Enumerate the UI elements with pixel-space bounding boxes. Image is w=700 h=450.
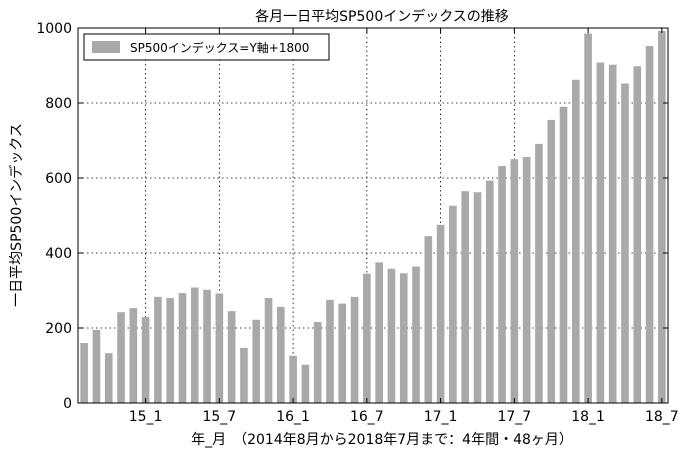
bar: [154, 296, 162, 403]
bar: [510, 159, 519, 403]
y-axis-label: 一日平均SP500インデックス: [8, 123, 25, 307]
bar: [117, 312, 125, 403]
bar: [190, 287, 199, 403]
bar: [412, 266, 420, 403]
x-tick-label: 17_1: [424, 409, 458, 425]
bar: [277, 307, 285, 403]
bar: [264, 298, 273, 403]
bar: [596, 62, 605, 403]
x-tick-label: 18_1: [571, 409, 605, 425]
bar: [178, 293, 187, 403]
y-tick-label: 200: [45, 321, 72, 337]
bar: [350, 296, 359, 403]
bar: [387, 268, 396, 403]
legend-box: [83, 33, 330, 61]
bar: [240, 347, 248, 403]
x-tick-label: 16_7: [350, 409, 384, 425]
bar: [584, 33, 592, 403]
bar: [129, 308, 138, 403]
legend-swatch: [92, 41, 120, 53]
bar: [166, 298, 174, 403]
bar: [498, 166, 506, 403]
bar: [80, 343, 88, 403]
bar: [633, 66, 642, 403]
y-tick-label: 800: [45, 96, 72, 112]
bar: [449, 205, 457, 403]
bar: [608, 64, 617, 403]
x-tick-label: 17_7: [497, 409, 531, 425]
axis-ticks: 0 200 400 600 800 1000 15_1 15_7 16_1 16_7 17_1 17_…: [36, 21, 678, 425]
bar: [559, 106, 568, 403]
bar: [301, 364, 310, 403]
bar: [104, 353, 113, 403]
bar: [658, 31, 666, 403]
bar: [621, 83, 629, 403]
bar: [572, 79, 580, 403]
bars: [80, 31, 666, 403]
chart-title: 各月一日平均SP500インデックスの推移: [255, 8, 509, 25]
y-tick-label: 400: [45, 246, 72, 262]
bar: [141, 317, 150, 403]
y-tick-label: 600: [45, 171, 72, 187]
bar: [313, 322, 322, 403]
bar: [399, 273, 408, 403]
bar: [363, 273, 371, 403]
bar: [645, 46, 654, 403]
bar: [227, 311, 236, 403]
bar: [289, 355, 297, 403]
bar: [473, 192, 482, 403]
bar: [92, 329, 101, 403]
x-axis-label: 年_月 （2014年8月から2018年7月まで：4年間・48ヶ月）: [191, 432, 573, 448]
bar: [424, 236, 433, 403]
x-tick-label: 16_1: [276, 409, 310, 425]
bar: [338, 303, 347, 403]
bar: [461, 191, 469, 403]
y-tick-label: 0: [63, 396, 72, 412]
grid-lines: [78, 28, 668, 403]
x-tick-label: 18_7: [645, 409, 679, 425]
bar: [535, 143, 543, 403]
bar: [522, 157, 531, 403]
bar: [215, 293, 224, 403]
legend: SP500インデックス=Y軸+1800: [83, 33, 330, 61]
bar: [252, 319, 261, 403]
bar: [326, 299, 334, 403]
bar: [203, 289, 211, 403]
bar: [485, 180, 494, 403]
plot-area-frame: [77, 27, 669, 404]
legend-label: SP500インデックス=Y軸+1800: [130, 40, 309, 55]
bar: [436, 224, 445, 403]
bar: [375, 262, 383, 403]
x-tick-label: 15_1: [129, 409, 163, 425]
x-tick-label: 15_7: [202, 409, 236, 425]
bar: [547, 119, 556, 403]
y-tick-label: 1000: [36, 21, 72, 37]
